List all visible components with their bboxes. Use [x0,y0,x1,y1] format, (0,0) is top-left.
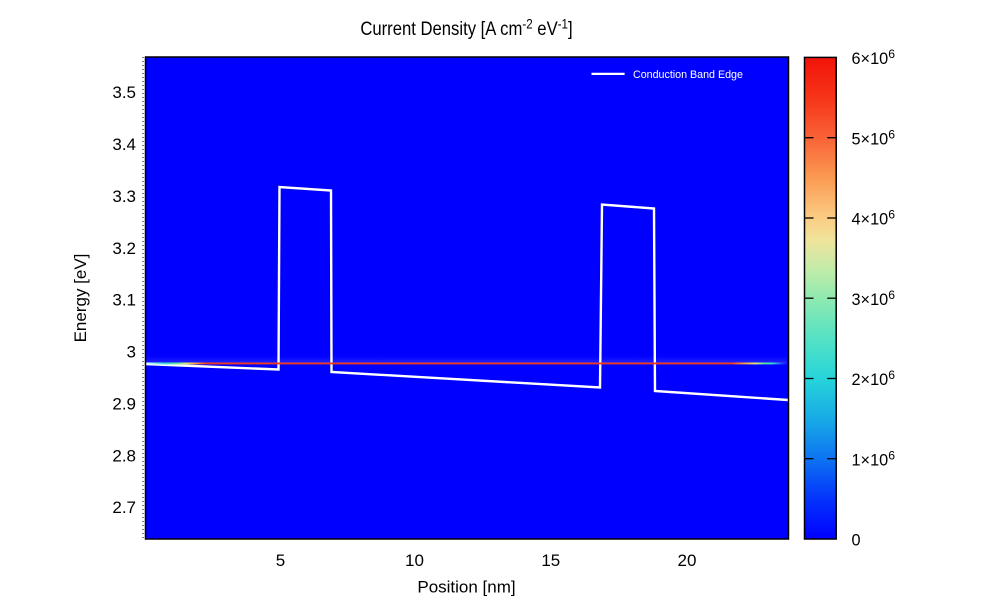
svg-text:3.3: 3.3 [112,187,136,206]
svg-text:5×106: 5×106 [852,127,896,148]
svg-text:10: 10 [405,551,424,570]
svg-text:3.2: 3.2 [112,239,136,258]
svg-text:2.9: 2.9 [112,394,136,413]
svg-text:Energy [eV]: Energy [eV] [71,254,90,343]
svg-text:1×106: 1×106 [852,448,896,469]
svg-text:6×106: 6×106 [852,47,896,68]
svg-text:2.8: 2.8 [112,446,136,465]
svg-text:20: 20 [678,551,697,570]
svg-text:15: 15 [541,551,560,570]
svg-text:3.1: 3.1 [112,290,136,309]
svg-text:0: 0 [852,532,861,550]
svg-text:Position [nm]: Position [nm] [417,578,515,597]
svg-text:Conduction Band Edge: Conduction Band Edge [633,69,743,81]
svg-text:2×106: 2×106 [852,368,896,389]
svg-text:3.5: 3.5 [112,83,136,102]
svg-text:3: 3 [127,342,136,361]
svg-text:3.4: 3.4 [112,135,136,154]
svg-text:Current Density [A cm-2 eV-1]: Current Density [A cm-2 eV-1] [360,17,572,40]
svg-text:4×106: 4×106 [852,208,896,229]
svg-text:2.7: 2.7 [112,498,136,517]
svg-text:3×106: 3×106 [852,288,896,309]
svg-text:5: 5 [276,551,285,570]
